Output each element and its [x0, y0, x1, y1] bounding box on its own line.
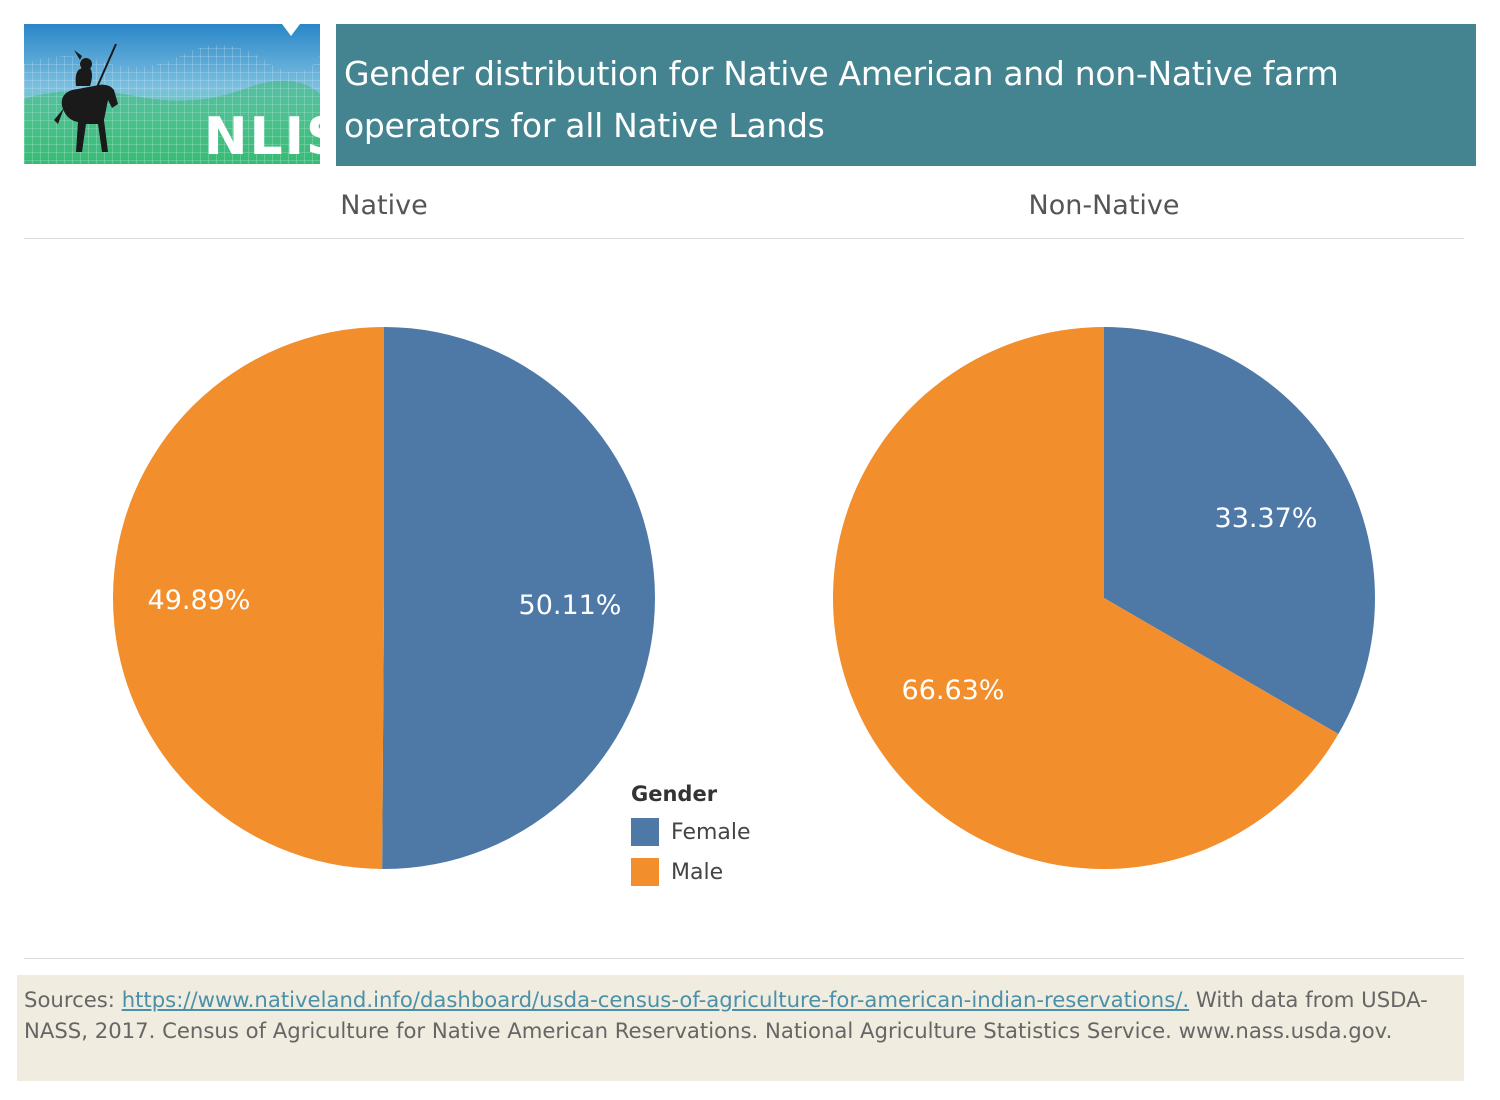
- sources-link[interactable]: https://www.nativeland.info/dashboard/us…: [121, 987, 1190, 1012]
- legend-label-female: Female: [671, 819, 751, 845]
- nlis-logo: NLIS: [24, 24, 320, 164]
- pie-slice-1-male[interactable]: [832, 327, 1339, 870]
- pie-label-0-male: 49.89%: [148, 585, 251, 616]
- sources-suffix: With data from USDA-NASS, 2017. Census o…: [24, 987, 1428, 1043]
- legend-title: Gender: [631, 782, 718, 806]
- legend: Gender Female Male: [631, 782, 751, 892]
- pie-slice-0-male[interactable]: [112, 326, 384, 869]
- header-divider: [24, 238, 1464, 239]
- footer-divider: [24, 958, 1464, 959]
- logo-text: NLIS: [204, 107, 320, 164]
- pane-title-non-native: Non-Native: [1028, 190, 1180, 221]
- legend-swatch-male: [631, 858, 659, 886]
- sources-note: Sources: https://www.nativeland.info/das…: [17, 975, 1464, 1081]
- pane-title-native: Native: [340, 190, 428, 221]
- pie-slice-0-female[interactable]: [382, 327, 655, 869]
- header-banner: Gender distribution for Native American …: [336, 24, 1476, 166]
- pie-slice-1-female[interactable]: [1104, 327, 1375, 735]
- legend-item-female[interactable]: Female: [631, 812, 751, 852]
- pie-label-0-female: 50.11%: [519, 590, 622, 621]
- legend-item-male[interactable]: Male: [631, 852, 751, 892]
- pie-label-1-female: 33.37%: [1215, 503, 1318, 534]
- legend-label-male: Male: [671, 859, 724, 885]
- legend-swatch-female: [631, 818, 659, 846]
- page-title: Gender distribution for Native American …: [344, 54, 1339, 145]
- sources-prefix: Sources:: [24, 987, 122, 1012]
- pie-label-1-male: 66.63%: [902, 675, 1005, 706]
